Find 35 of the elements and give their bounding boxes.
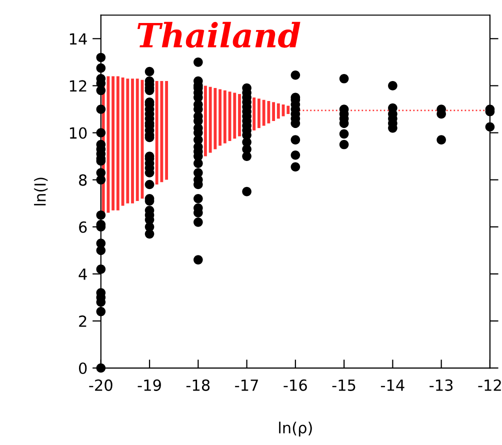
x-tick-label: -12: [478, 379, 501, 391]
bar: [223, 90, 226, 144]
bar: [257, 98, 260, 128]
x-tick-label: -13: [430, 379, 453, 391]
x-axis-title: ln(ρ): [279, 422, 312, 436]
bar: [252, 97, 256, 130]
y-tick-label: 8: [79, 174, 87, 186]
y-tick-label: 10: [70, 127, 87, 139]
bar: [136, 78, 139, 201]
x-tick-label: -17: [235, 380, 258, 391]
x-tick-label: -15: [332, 380, 356, 391]
x-tick-label: -14: [380, 380, 404, 391]
bar: [238, 94, 241, 136]
bar: [126, 78, 130, 204]
y-tick-label: 2: [79, 315, 86, 327]
y-tick-label: 4: [78, 268, 87, 280]
y-tick-label: 0: [78, 362, 87, 374]
chart-title: Thailand: [137, 22, 300, 48]
bar: [204, 86, 207, 156]
x-tick-label: -19: [138, 379, 161, 391]
bar: [218, 89, 222, 146]
bar: [112, 76, 115, 210]
bar: [165, 81, 168, 180]
bar: [272, 102, 275, 121]
bar: [233, 92, 236, 139]
bar: [116, 76, 120, 210]
bar: [276, 103, 280, 119]
bar: [131, 78, 134, 204]
x-tick-label: -20: [89, 379, 112, 391]
y-tick-label: 14: [70, 33, 87, 44]
y-axis-title: ln(I): [34, 178, 48, 206]
x-tick-label: -16: [284, 379, 307, 391]
y-tick-label: 6: [79, 221, 87, 233]
y-tick-label: 12: [70, 80, 86, 92]
x-tick-label: -18: [186, 379, 210, 391]
